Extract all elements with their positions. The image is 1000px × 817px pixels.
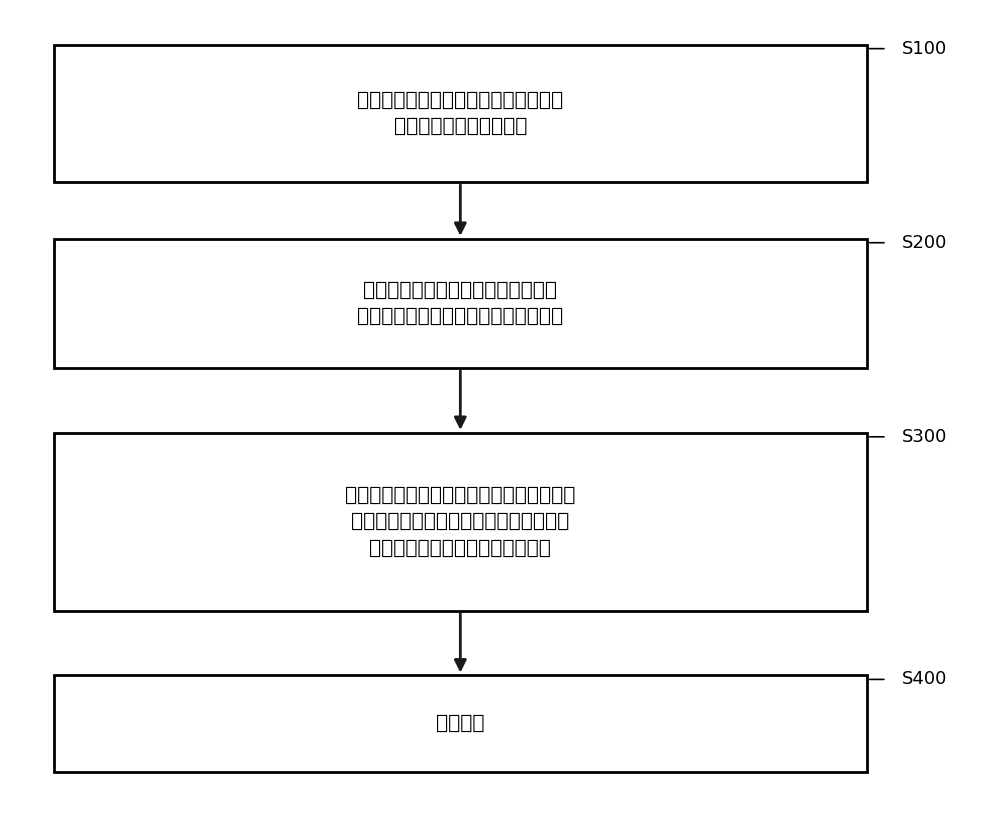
Text: 在第一与第二对象之间布置包括树脂和
导热材料的传热粘结材料: 在第一与第二对象之间布置包括树脂和 导热材料的传热粘结材料: [357, 91, 563, 136]
FancyBboxPatch shape: [54, 239, 867, 368]
Text: S100: S100: [902, 40, 947, 58]
Text: 通过熔化导热材料，形成导热材料的表面，
并且通过表面，使导热材料与第一对象或
第二对象的至少一个处于表面接触: 通过熔化导热材料，形成导热材料的表面， 并且通过表面，使导热材料与第一对象或 第…: [345, 486, 576, 558]
Text: 通过将压力施加到第一和第二对象，
使导热材料与第一对象或第二对象接触: 通过将压力施加到第一和第二对象， 使导热材料与第一对象或第二对象接触: [357, 280, 563, 326]
Text: 固化树脂: 固化树脂: [436, 714, 485, 734]
FancyBboxPatch shape: [54, 433, 867, 610]
Text: S400: S400: [902, 671, 947, 689]
Text: S200: S200: [902, 234, 947, 252]
FancyBboxPatch shape: [54, 676, 867, 772]
FancyBboxPatch shape: [54, 45, 867, 182]
Text: S300: S300: [902, 428, 947, 446]
